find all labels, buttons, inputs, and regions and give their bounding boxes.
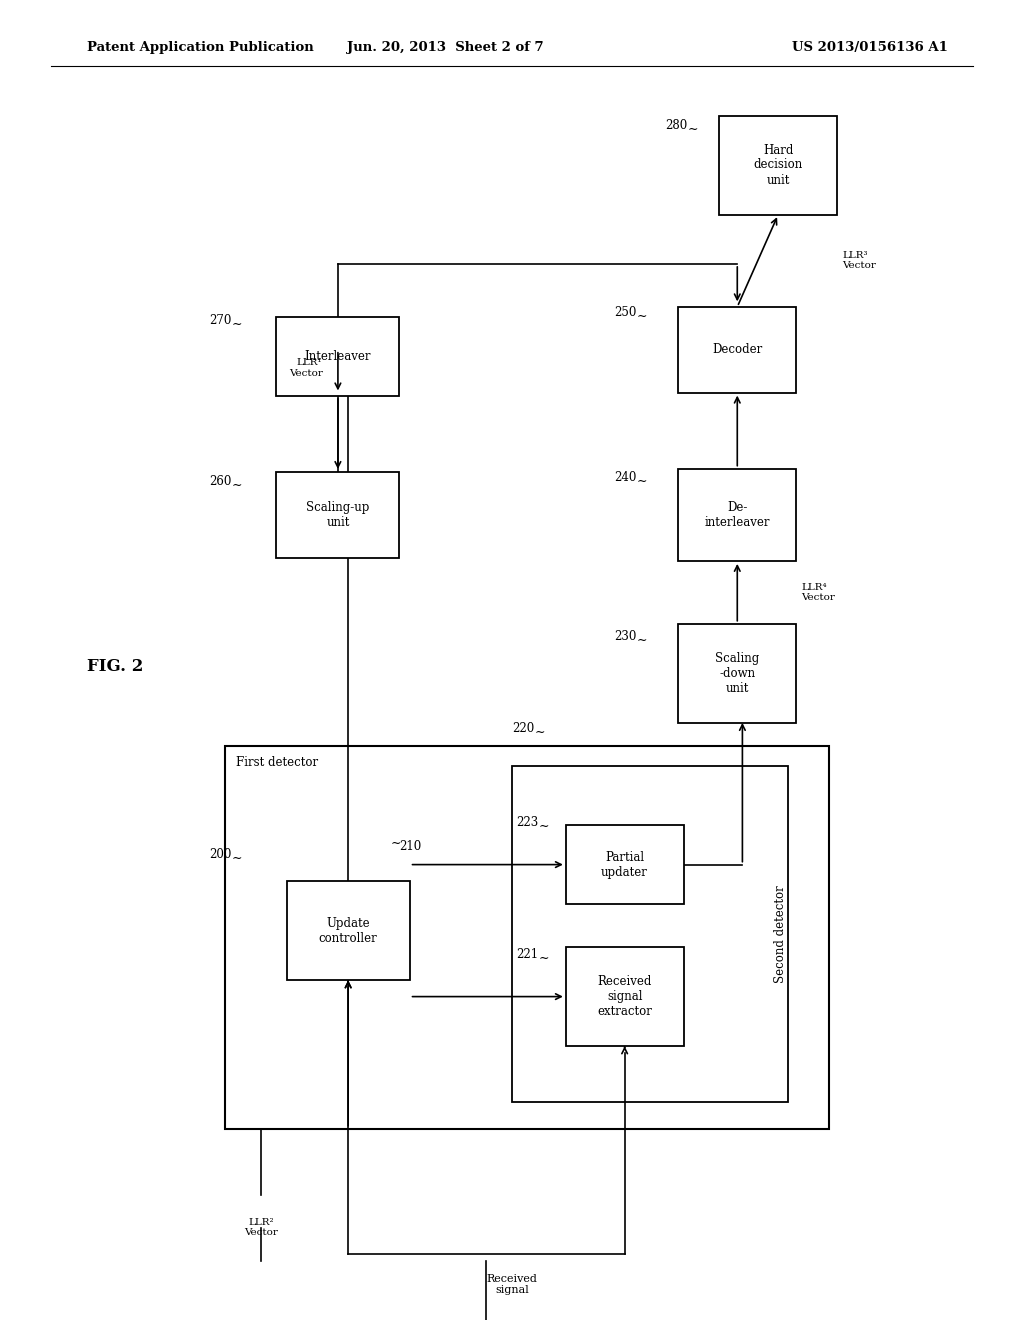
FancyBboxPatch shape (512, 766, 788, 1102)
Text: ∼: ∼ (637, 634, 647, 647)
Text: Received
signal: Received signal (486, 1274, 538, 1295)
Text: ∼: ∼ (535, 726, 545, 739)
FancyBboxPatch shape (719, 116, 838, 214)
Text: Jun. 20, 2013  Sheet 2 of 7: Jun. 20, 2013 Sheet 2 of 7 (347, 41, 544, 54)
Text: ∼: ∼ (539, 952, 549, 965)
Text: Received
signal
extractor: Received signal extractor (597, 975, 652, 1018)
FancyBboxPatch shape (276, 471, 399, 557)
FancyBboxPatch shape (678, 306, 797, 393)
Text: Scaling
-down
unit: Scaling -down unit (715, 652, 760, 694)
Text: ∼: ∼ (637, 310, 647, 323)
Text: Patent Application Publication: Patent Application Publication (87, 41, 313, 54)
FancyBboxPatch shape (678, 469, 797, 561)
Text: 210: 210 (399, 840, 422, 853)
FancyBboxPatch shape (225, 746, 829, 1129)
Text: LLR¹
Vector: LLR¹ Vector (289, 358, 323, 378)
Text: 200: 200 (209, 847, 231, 861)
Text: ∼: ∼ (688, 123, 698, 136)
Text: LLR²
Vector: LLR² Vector (244, 1218, 279, 1237)
Text: LLR⁴
Vector: LLR⁴ Vector (801, 582, 836, 602)
Text: ∼: ∼ (637, 475, 647, 488)
FancyBboxPatch shape (565, 948, 684, 1045)
Text: 250: 250 (614, 306, 637, 319)
Text: Update
controller: Update controller (318, 916, 378, 945)
Text: De-
interleaver: De- interleaver (705, 500, 770, 529)
Text: First detector: First detector (236, 756, 317, 770)
FancyBboxPatch shape (287, 882, 410, 979)
Text: ∼: ∼ (539, 820, 549, 833)
Text: Decoder: Decoder (712, 343, 763, 356)
Text: 220: 220 (512, 722, 535, 735)
Text: 221: 221 (516, 948, 539, 961)
Text: 223: 223 (516, 816, 539, 829)
FancyBboxPatch shape (678, 624, 797, 722)
Text: 260: 260 (209, 475, 231, 488)
Text: 270: 270 (209, 314, 231, 327)
FancyBboxPatch shape (565, 825, 684, 904)
Text: ∼: ∼ (231, 479, 242, 492)
Text: Hard
decision
unit: Hard decision unit (754, 144, 803, 186)
Text: ∼: ∼ (231, 851, 242, 865)
FancyBboxPatch shape (276, 317, 399, 396)
Text: LLR³
Vector: LLR³ Vector (842, 251, 877, 271)
Text: ∼: ∼ (391, 837, 401, 850)
Text: Second detector: Second detector (774, 884, 786, 983)
Text: 240: 240 (614, 471, 637, 484)
Text: Scaling-up
unit: Scaling-up unit (306, 500, 370, 529)
Text: Partial
updater: Partial updater (601, 850, 648, 879)
Text: FIG. 2: FIG. 2 (87, 659, 143, 675)
Text: 230: 230 (614, 630, 637, 643)
Text: 280: 280 (666, 119, 688, 132)
Text: US 2013/0156136 A1: US 2013/0156136 A1 (793, 41, 948, 54)
Text: Interleaver: Interleaver (305, 350, 371, 363)
Text: ∼: ∼ (231, 318, 242, 331)
